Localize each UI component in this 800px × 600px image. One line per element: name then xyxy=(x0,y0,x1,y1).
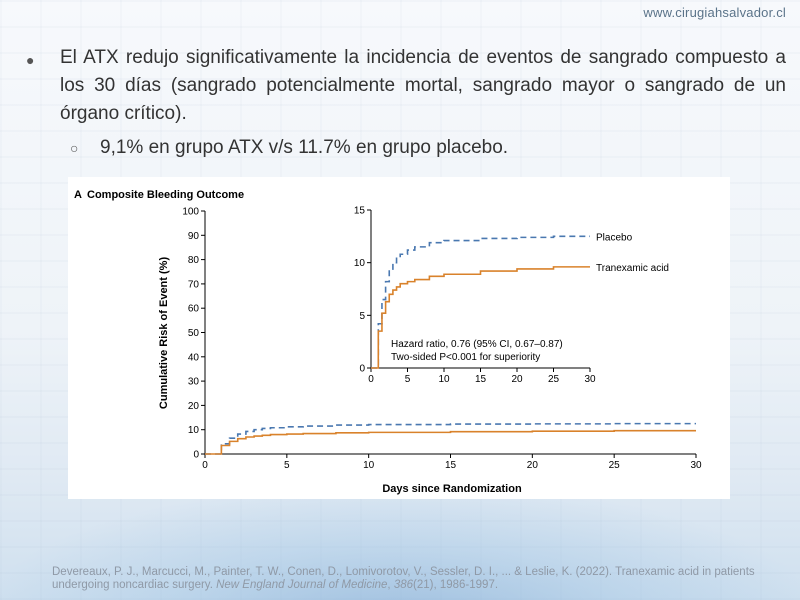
inset-axes: 0 5 10 15 20 25 30 0 5 10 15 Placebo Tranexamic acid xyxy=(354,206,669,386)
main-y-tick-label: 100 xyxy=(182,207,199,218)
bullet-marker: ● xyxy=(26,52,35,68)
sub-bullet-marker: ○ xyxy=(70,140,79,156)
citation-authors: Devereaux, P. J., Marcucci, M., Painter,… xyxy=(52,566,755,591)
figure-panel: A Composite Bleeding Outcome 0 5 10 15 20 25 3… xyxy=(68,177,730,499)
main-y-tick-label: 40 xyxy=(188,352,200,363)
inset-x-tick-label: 20 xyxy=(511,374,523,385)
main-x-tick-label: 5 xyxy=(284,460,290,471)
x-axis-label: Days since Randomization xyxy=(382,483,522,495)
y-axis-label: Cumulative Risk of Event (%) xyxy=(158,257,170,410)
main-y-tick-label: 90 xyxy=(188,231,200,242)
main-y-tick-label: 10 xyxy=(188,425,200,436)
inset-x-tick-label: 10 xyxy=(438,374,450,385)
chart-title: Composite Bleeding Outcome xyxy=(87,189,244,201)
legend-label-placebo: Placebo xyxy=(596,232,633,243)
background-wave xyxy=(0,490,800,600)
citation-journal: New England Journal of Medicine xyxy=(216,579,388,591)
inset-y-tick-label: 10 xyxy=(354,258,366,269)
inset-x-tick-label: 0 xyxy=(368,374,374,385)
main-y-tick-label: 50 xyxy=(188,328,200,339)
inset-x-tick-label: 15 xyxy=(475,374,487,385)
main-y-tick-label: 80 xyxy=(188,255,200,266)
inset-x-tick-label: 5 xyxy=(405,374,411,385)
main-y-tick-label: 70 xyxy=(188,279,200,290)
inset-series-placebo xyxy=(371,235,590,369)
main-x-tick-label: 15 xyxy=(445,460,457,471)
site-url: www.cirugiahsalvador.cl xyxy=(643,5,786,20)
citation: Devereaux, P. J., Marcucci, M., Painter,… xyxy=(52,566,755,591)
inset-y-tick-label: 0 xyxy=(359,364,365,375)
panel-label: A xyxy=(74,189,82,201)
bullet-text: El ATX redujo significativamente la inci… xyxy=(60,47,786,124)
kaplan-meier-chart: A Composite Bleeding Outcome 0 5 10 15 20 25 3… xyxy=(74,189,702,495)
main-x-tick-label: 0 xyxy=(202,460,208,471)
inset-y-tick-label: 5 xyxy=(359,311,365,322)
bullet-block: ● El ATX redujo significativamente la in… xyxy=(26,44,786,162)
p-value-annotation: Two-sided P<0.001 for superiority xyxy=(391,352,540,363)
inset-y-tick-label: 15 xyxy=(354,206,366,217)
inset-x-tick-label: 25 xyxy=(548,374,560,385)
citation-pages: (21), 1986-1997. xyxy=(413,579,499,591)
inset-series-tranexamic xyxy=(371,266,590,369)
main-series-placebo xyxy=(205,422,696,455)
main-series-tranexamic xyxy=(205,429,696,455)
main-y-tick-label: 0 xyxy=(193,450,199,461)
main-x-tick-label: 30 xyxy=(690,460,702,471)
main-y-tick-label: 30 xyxy=(188,377,200,388)
main-y-tick-label: 60 xyxy=(188,304,200,315)
citation-volume: 386 xyxy=(393,579,413,591)
sub-bullet: ○ 9,1% en grupo ATX v/s 11.7% en grupo p… xyxy=(26,134,786,162)
main-x-tick-label: 10 xyxy=(363,460,375,471)
hazard-ratio-annotation: Hazard ratio, 0.76 (95% CI, 0.67–0.87) xyxy=(391,339,563,350)
inset-x-tick-label: 30 xyxy=(584,374,596,385)
main-y-tick-label: 20 xyxy=(188,401,200,412)
sub-bullet-text: 9,1% en grupo ATX v/s 11.7% en grupo pla… xyxy=(100,137,509,158)
main-bullet: ● El ATX redujo significativamente la in… xyxy=(26,44,786,128)
main-x-tick-label: 20 xyxy=(527,460,539,471)
main-x-tick-label: 25 xyxy=(609,460,621,471)
legend-label-tranexamic: Tranexamic acid xyxy=(596,263,669,274)
